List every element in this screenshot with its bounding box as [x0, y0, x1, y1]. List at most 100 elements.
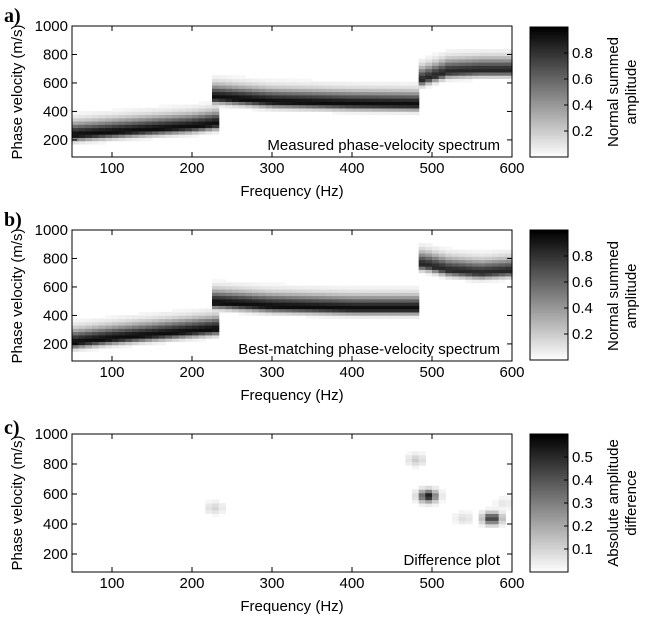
heatmap-cell	[438, 55, 446, 60]
heatmap-cell	[445, 68, 453, 73]
heatmap-cell	[218, 91, 226, 96]
x-tick-label: 100	[99, 364, 124, 381]
heatmap-cell	[145, 130, 153, 135]
heatmap-cell	[498, 256, 506, 261]
heatmap-cell	[138, 130, 146, 135]
y-tick-label: 200	[43, 546, 68, 563]
colorbar-swatch	[530, 532, 568, 536]
heatmap-cell	[78, 130, 86, 135]
heatmap-cell	[245, 302, 253, 306]
heatmap-cell	[298, 292, 306, 297]
heatmap-cell	[265, 305, 273, 310]
heatmap-cell	[118, 124, 126, 129]
heatmap-cell	[98, 111, 106, 116]
heatmap-cell	[452, 58, 460, 63]
heatmap-cell	[325, 91, 333, 96]
heatmap-cell	[158, 321, 166, 326]
heatmap-cell	[432, 65, 440, 70]
heatmap-cell	[412, 492, 420, 497]
heatmap-cell	[165, 111, 173, 116]
colorbar-swatch	[530, 516, 568, 520]
heatmap-cell	[145, 124, 153, 129]
heatmap-cell	[92, 347, 100, 352]
heatmap-cell	[332, 315, 340, 320]
heatmap-cell	[92, 328, 100, 333]
heatmap-cell	[298, 311, 306, 316]
heatmap-cell	[452, 266, 460, 270]
heatmap-cell	[145, 134, 153, 138]
heatmap-cell	[305, 88, 313, 93]
heatmap-cell	[78, 328, 86, 333]
heatmap-cell	[125, 120, 133, 125]
heatmap-cell	[218, 98, 226, 102]
heatmap-cell	[425, 65, 433, 70]
heatmap-cell	[438, 58, 446, 63]
heatmap-cell	[492, 48, 500, 53]
heatmap-cell	[492, 249, 500, 254]
heatmap-cell	[145, 137, 153, 142]
heatmap-cell	[378, 107, 386, 112]
heatmap-cell	[145, 311, 153, 316]
panel-b-colorbar-label-line2: amplitude	[623, 263, 640, 328]
colorbar-swatch	[530, 470, 568, 474]
heatmap-cell	[285, 302, 293, 306]
heatmap-cell	[158, 111, 166, 116]
heatmap-cell	[378, 111, 386, 116]
heatmap-cell	[85, 334, 93, 339]
heatmap-cell	[158, 334, 166, 339]
heatmap-cell	[138, 127, 146, 132]
heatmap-cell	[425, 252, 433, 257]
heatmap-cell	[92, 111, 100, 116]
heatmap-cell	[292, 308, 300, 313]
heatmap-cell	[85, 134, 93, 138]
heatmap-cell	[192, 124, 200, 129]
heatmap-cell	[212, 94, 220, 99]
heatmap-cell	[412, 101, 420, 106]
heatmap-cell	[212, 282, 220, 287]
heatmap-cell	[78, 334, 86, 339]
heatmap-cell	[172, 318, 180, 323]
heatmap-cell	[78, 114, 86, 119]
heatmap-cell	[185, 124, 193, 129]
heatmap-cell	[458, 269, 466, 274]
y-tick-label: 400	[43, 307, 68, 324]
heatmap-cell	[252, 311, 260, 316]
heatmap-cell	[145, 328, 153, 333]
heatmap-cell	[105, 114, 113, 119]
heatmap-cell	[278, 311, 286, 316]
heatmap-cell	[405, 315, 413, 320]
heatmap-cell	[318, 302, 326, 306]
colorbar-swatch	[530, 443, 568, 447]
heatmap-cell	[312, 98, 320, 102]
y-tick-label: 600	[43, 75, 68, 92]
heatmap-cell	[72, 334, 80, 339]
heatmap-cell	[212, 298, 220, 303]
panel-a-letter: a)	[4, 5, 21, 27]
colorbar-swatch	[530, 480, 568, 483]
heatmap-cell	[178, 328, 186, 333]
heatmap-cell	[325, 315, 333, 320]
colorbar-swatch	[530, 243, 568, 246]
heatmap-cell	[478, 249, 486, 254]
heatmap-cell	[245, 288, 253, 293]
heatmap-cell	[145, 338, 153, 342]
colorbar-swatch	[530, 282, 568, 285]
heatmap-cell	[498, 266, 506, 270]
heatmap-cell	[245, 94, 253, 99]
heatmap-cell	[432, 496, 440, 501]
heatmap-cell	[458, 55, 466, 60]
heatmap-cell	[78, 111, 86, 116]
heatmap-cell	[332, 285, 340, 290]
heatmap-cell	[158, 120, 166, 125]
heatmap-cell	[132, 120, 140, 125]
heatmap-cell	[385, 104, 393, 109]
colorbar-swatch	[530, 124, 568, 128]
colorbar-swatch	[530, 321, 568, 324]
y-tick-label: 600	[43, 486, 68, 503]
heatmap-cell	[152, 324, 160, 329]
colorbar-swatch	[530, 450, 568, 453]
heatmap-cell	[345, 88, 353, 93]
heatmap-cell	[298, 88, 306, 93]
heatmap-cell	[125, 334, 133, 339]
heatmap-cell	[412, 285, 420, 290]
